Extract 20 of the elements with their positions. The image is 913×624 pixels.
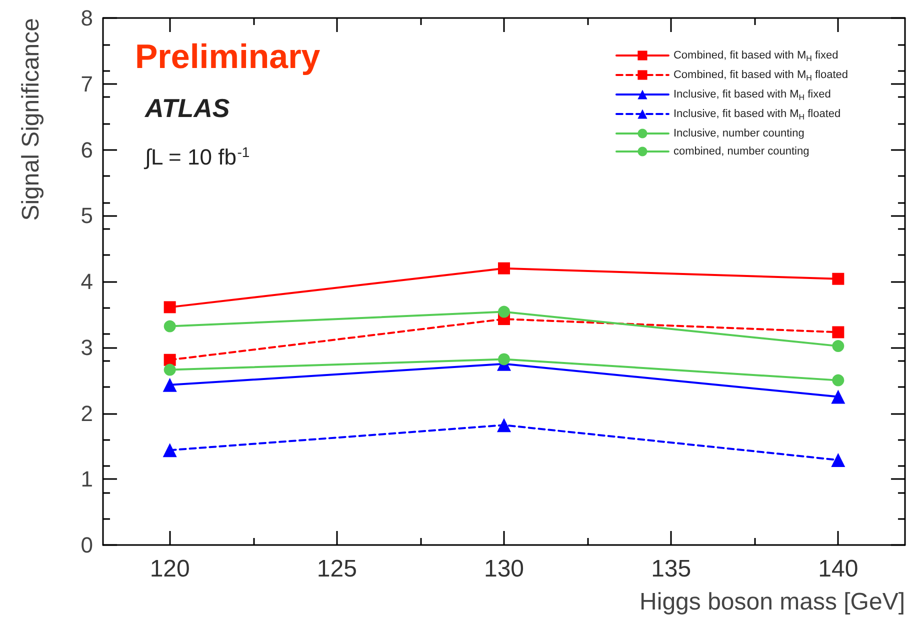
y-tick-label: 0 <box>80 532 93 558</box>
x-tick-label: 125 <box>316 556 357 582</box>
legend-label: Inclusive, number counting <box>673 128 804 140</box>
y-tick-label: 5 <box>80 203 93 228</box>
x-axis-title: Higgs boson mass [GeV] <box>640 588 905 616</box>
y-tick-label: 2 <box>80 400 93 426</box>
y-tick-label: 1 <box>80 466 93 492</box>
x-tick-label: 135 <box>651 556 692 582</box>
y-axis-title: Signal Significance <box>18 18 44 221</box>
y-tick-label: 8 <box>80 6 93 30</box>
legend-label: combined, number counting <box>673 146 810 158</box>
y-tick-label: 6 <box>80 137 93 162</box>
y-tick-label: 3 <box>80 334 93 360</box>
x-tick-label: 140 <box>818 556 858 582</box>
y-tick-label: 4 <box>80 269 93 294</box>
y-tick-label: 7 <box>80 71 93 96</box>
annotation: Preliminary <box>135 38 320 76</box>
x-tick-label: 130 <box>484 556 524 582</box>
annotation: ATLAS <box>144 93 230 123</box>
x-tick-label: 120 <box>150 556 190 582</box>
